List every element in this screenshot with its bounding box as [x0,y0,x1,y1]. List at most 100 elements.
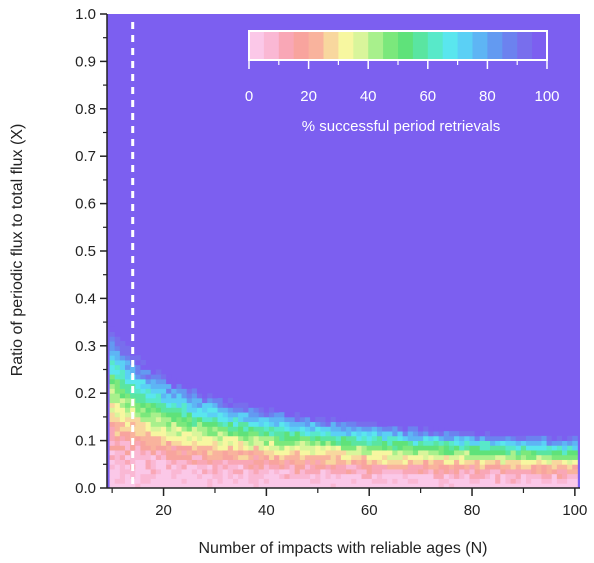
heatmap-cell [356,483,362,489]
heatmap-cell [212,473,218,479]
heatmap-cell [443,440,450,446]
heatmap-cell [500,435,506,441]
heatmap-cell [253,407,260,413]
heatmap-cell [423,473,429,479]
heatmap-cell [443,464,450,470]
heatmap-cell [191,426,198,432]
heatmap-cell [371,450,378,456]
heatmap-cell [325,426,332,432]
heatmap-cell [227,402,234,408]
heatmap-cell [114,407,121,413]
heatmap-cell [114,360,121,366]
heatmap-cell [145,431,152,437]
heatmap-cell [433,464,440,470]
heatmap-cell [418,454,424,460]
heatmap-cell [268,421,275,427]
heatmap-cell [402,431,409,437]
heatmap-cell [340,473,347,479]
heatmap-cell [155,383,162,389]
heatmap-cell [320,454,326,460]
heatmap-cell [515,445,522,451]
heatmap-cell [135,407,141,413]
heatmap-cell [135,483,141,489]
heatmap-cell [114,393,121,399]
heatmap-cell [176,388,182,394]
heatmap-cell [207,464,213,470]
heatmap-cell [222,397,229,404]
heatmap-cell [114,459,121,465]
heatmap-cell [207,469,213,475]
heatmap-cell [351,473,357,479]
heatmap-cell [258,426,265,432]
heatmap-cell [284,412,290,418]
heatmap-cell [176,397,182,404]
heatmap-cell [361,440,368,446]
heatmap-cell [119,412,126,418]
heatmap-cell [320,416,326,423]
heatmap-cell [407,473,414,479]
heatmap-cell [274,412,280,418]
heatmap-cell [124,435,131,441]
heatmap-cell [572,459,578,465]
heatmap-cell [505,469,511,475]
heatmap-cell [448,435,455,441]
heatmap-cell [315,426,321,432]
heatmap-cell [186,459,193,465]
heatmap-cell [176,435,182,441]
heatmap-cell [196,445,203,451]
heatmap-cell [196,393,203,399]
heatmap-cell [531,473,537,479]
heatmap-cell [227,426,234,432]
heatmap-cell [325,478,332,484]
heatmap-cell [217,445,224,451]
heatmap-cell [412,454,419,460]
heatmap-cell [109,464,116,470]
heatmap-cell [263,478,270,484]
heatmap-cell [135,416,141,423]
colorbar-swatch [308,31,324,60]
heatmap-cell [366,464,373,470]
heatmap-cell [160,402,167,408]
heatmap-cell [376,483,383,489]
heatmap-cell [541,464,547,470]
heatmap-cell [484,431,491,437]
heatmap-cell [572,464,578,470]
heatmap-cell [500,478,506,484]
heatmap-cell [135,459,141,465]
heatmap-cell [238,473,244,479]
heatmap-cell [135,464,141,470]
heatmap-cell [212,459,218,465]
heatmap-cell [412,469,419,475]
heatmap-cell [567,464,573,470]
heatmap-cell [232,407,239,413]
heatmap-cell [238,416,244,423]
heatmap-cell [572,435,578,441]
heatmap-cell [243,478,249,484]
heatmap-cell [387,445,393,451]
heatmap-cell [166,454,172,460]
heatmap-cell [454,435,460,441]
heatmap-cell [248,483,254,489]
heatmap-cell [268,426,275,432]
heatmap-cell [114,369,121,375]
heatmap-cell [191,393,198,399]
heatmap-cell [207,459,213,465]
heatmap-cell [268,454,275,460]
heatmap-cell [119,369,126,375]
heatmap-cell [371,459,378,465]
heatmap-cell [274,416,280,423]
heatmap-cell [135,369,141,375]
heatmap-cell [376,421,383,427]
heatmap-cell [217,435,224,441]
heatmap-cell [284,469,290,475]
heatmap-cell [119,393,126,399]
colorbar-swatch [532,31,548,60]
heatmap-cell [258,431,265,437]
heatmap-cell [263,483,270,489]
heatmap-cell [484,464,491,470]
heatmap-cell [474,464,481,470]
heatmap-cell [274,469,280,475]
heatmap-cell [150,483,157,489]
heatmap-cell [114,336,121,342]
heatmap-cell [222,445,229,451]
